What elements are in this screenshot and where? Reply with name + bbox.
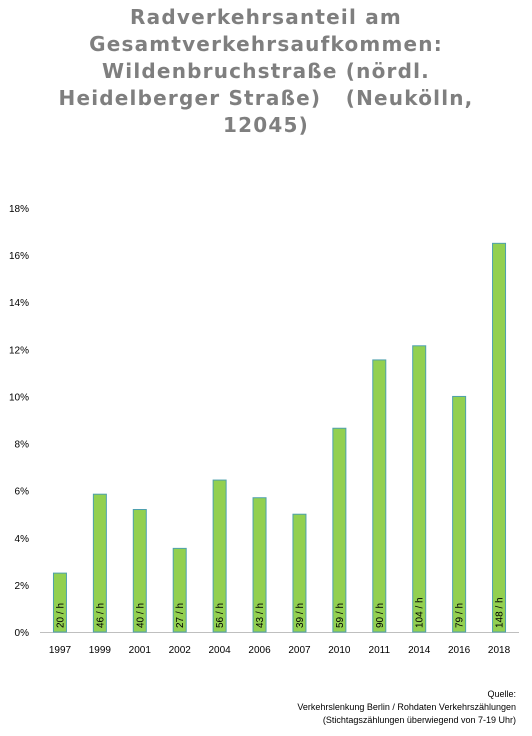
x-tick-label: 2004 bbox=[209, 645, 232, 656]
bar-data-label: 43 / h bbox=[255, 603, 266, 628]
bar-data-label: 90 / h bbox=[375, 603, 386, 628]
x-tick-label: 2011 bbox=[369, 645, 391, 656]
y-tick-label: 12% bbox=[9, 345, 29, 356]
bar bbox=[373, 360, 386, 632]
y-tick-label: 10% bbox=[9, 392, 29, 403]
x-tick-label: 2007 bbox=[288, 645, 311, 656]
x-tick-label: 2002 bbox=[169, 645, 192, 656]
y-tick-label: 2% bbox=[15, 581, 30, 592]
y-tick-label: 18% bbox=[9, 204, 29, 215]
x-tick-label: 2014 bbox=[408, 645, 431, 656]
bar bbox=[453, 396, 466, 632]
bar-data-label: 79 / h bbox=[455, 603, 466, 628]
x-tick-label: 2001 bbox=[129, 645, 152, 656]
x-tick-label: 2018 bbox=[488, 645, 511, 656]
x-tick-label: 1999 bbox=[89, 645, 112, 656]
bar-data-label: 20 / h bbox=[55, 603, 66, 628]
y-tick-label: 8% bbox=[15, 440, 30, 451]
bar-data-label: 39 / h bbox=[295, 603, 306, 628]
bar bbox=[493, 243, 506, 632]
bar-data-label: 46 / h bbox=[95, 603, 106, 628]
x-tick-label: 2016 bbox=[448, 645, 471, 656]
x-tick-label: 2010 bbox=[328, 645, 351, 656]
bar-data-label: 56 / h bbox=[215, 603, 226, 628]
y-tick-label: 0% bbox=[15, 628, 30, 639]
y-tick-label: 14% bbox=[9, 298, 29, 309]
bar bbox=[413, 346, 426, 632]
y-tick-label: 16% bbox=[9, 251, 29, 262]
bar-data-label: 40 / h bbox=[135, 603, 146, 628]
source-text: Verkehrslenkung Berlin / Rohdaten Verkeh… bbox=[297, 701, 516, 714]
bar-data-label: 27 / h bbox=[175, 603, 186, 628]
bar-data-label: 104 / h bbox=[415, 597, 426, 628]
bar-data-label: 148 / h bbox=[495, 597, 506, 628]
source-label: Quelle: bbox=[297, 688, 516, 701]
x-tick-label: 2006 bbox=[248, 645, 271, 656]
bar-data-label: 59 / h bbox=[335, 603, 346, 628]
x-tick-label: 1997 bbox=[49, 645, 72, 656]
y-tick-label: 4% bbox=[15, 534, 30, 545]
source-subtext: (Stichtagszählungen überwiegend von 7-19… bbox=[297, 714, 516, 727]
bar bbox=[333, 428, 346, 632]
y-tick-label: 6% bbox=[15, 487, 30, 498]
source-note: Quelle: Verkehrslenkung Berlin / Rohdate… bbox=[297, 688, 516, 727]
